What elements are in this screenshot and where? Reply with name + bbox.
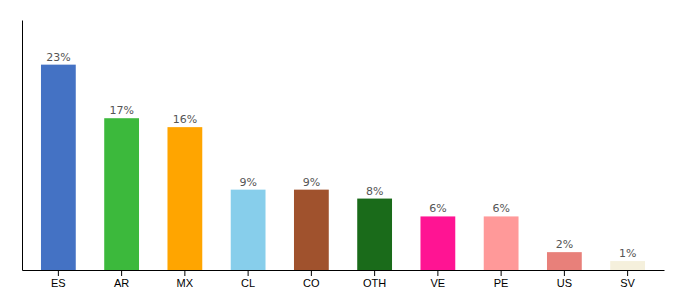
x-tick-label: ES [51,277,66,289]
data-label: 9% [239,176,256,189]
x-tick-mark [184,270,185,276]
bars [41,65,645,270]
bar [41,65,76,270]
x-tick: PE [494,270,509,289]
bar [610,261,645,270]
x-tick-mark [374,270,375,276]
data-label: 8% [366,185,383,198]
x-tick-mark [121,270,122,276]
x-axis-line [23,270,665,271]
data-label: 2% [556,238,573,251]
data-label: 6% [429,202,446,215]
x-tick-label: OTH [363,277,386,289]
x-tick-label: MX [177,277,194,289]
bar [420,216,455,270]
x-tick-mark [58,270,59,276]
x-tick-label: VE [431,277,446,289]
x-tick-label: US [557,277,572,289]
x-tick-label: CL [241,277,255,289]
data-label: 17% [109,104,133,117]
x-tick: VE [431,270,446,289]
data-label: 9% [303,176,320,189]
data-label: 6% [492,202,509,215]
x-axis: ES AR MX CL CO OTH VE PE US SV [23,270,665,289]
y-axis-line [22,21,23,271]
y-axis [22,21,23,271]
bar [294,190,329,270]
x-tick: OTH [363,270,386,289]
data-labels: 23% 17% 16% 9% 9% 8% 6% 6% 2% 1% [46,51,636,260]
x-tick: CL [241,270,255,289]
x-tick: SV [620,270,635,289]
bar [484,216,519,270]
bar [357,199,392,270]
x-tick-mark [627,270,628,276]
bar [104,118,139,270]
x-tick: MX [177,270,194,289]
x-tick-label: CO [303,277,320,289]
data-label: 23% [46,51,70,64]
x-tick-mark [248,270,249,276]
x-tick-mark [437,270,438,276]
x-tick-label: PE [494,277,509,289]
data-label: 16% [173,113,197,126]
x-tick-mark [501,270,502,276]
chart: 23% 17% 16% 9% 9% 8% 6% 6% 2% 1% ES AR MX CL CO OTH VE PE… [0,0,680,300]
bar [231,190,266,270]
x-tick-mark [564,270,565,276]
x-tick: AR [114,270,129,289]
x-tick: US [557,270,572,289]
x-tick-label: SV [620,277,635,289]
x-tick: CO [303,270,320,289]
x-tick-label: AR [114,277,129,289]
plot: 23% 17% 16% 9% 9% 8% 6% 6% 2% 1% ES AR MX CL CO OTH VE PE… [23,21,665,289]
x-tick: ES [51,270,66,289]
bar [547,252,582,270]
x-tick-mark [311,270,312,276]
data-label: 1% [619,247,636,260]
bar [167,127,202,270]
